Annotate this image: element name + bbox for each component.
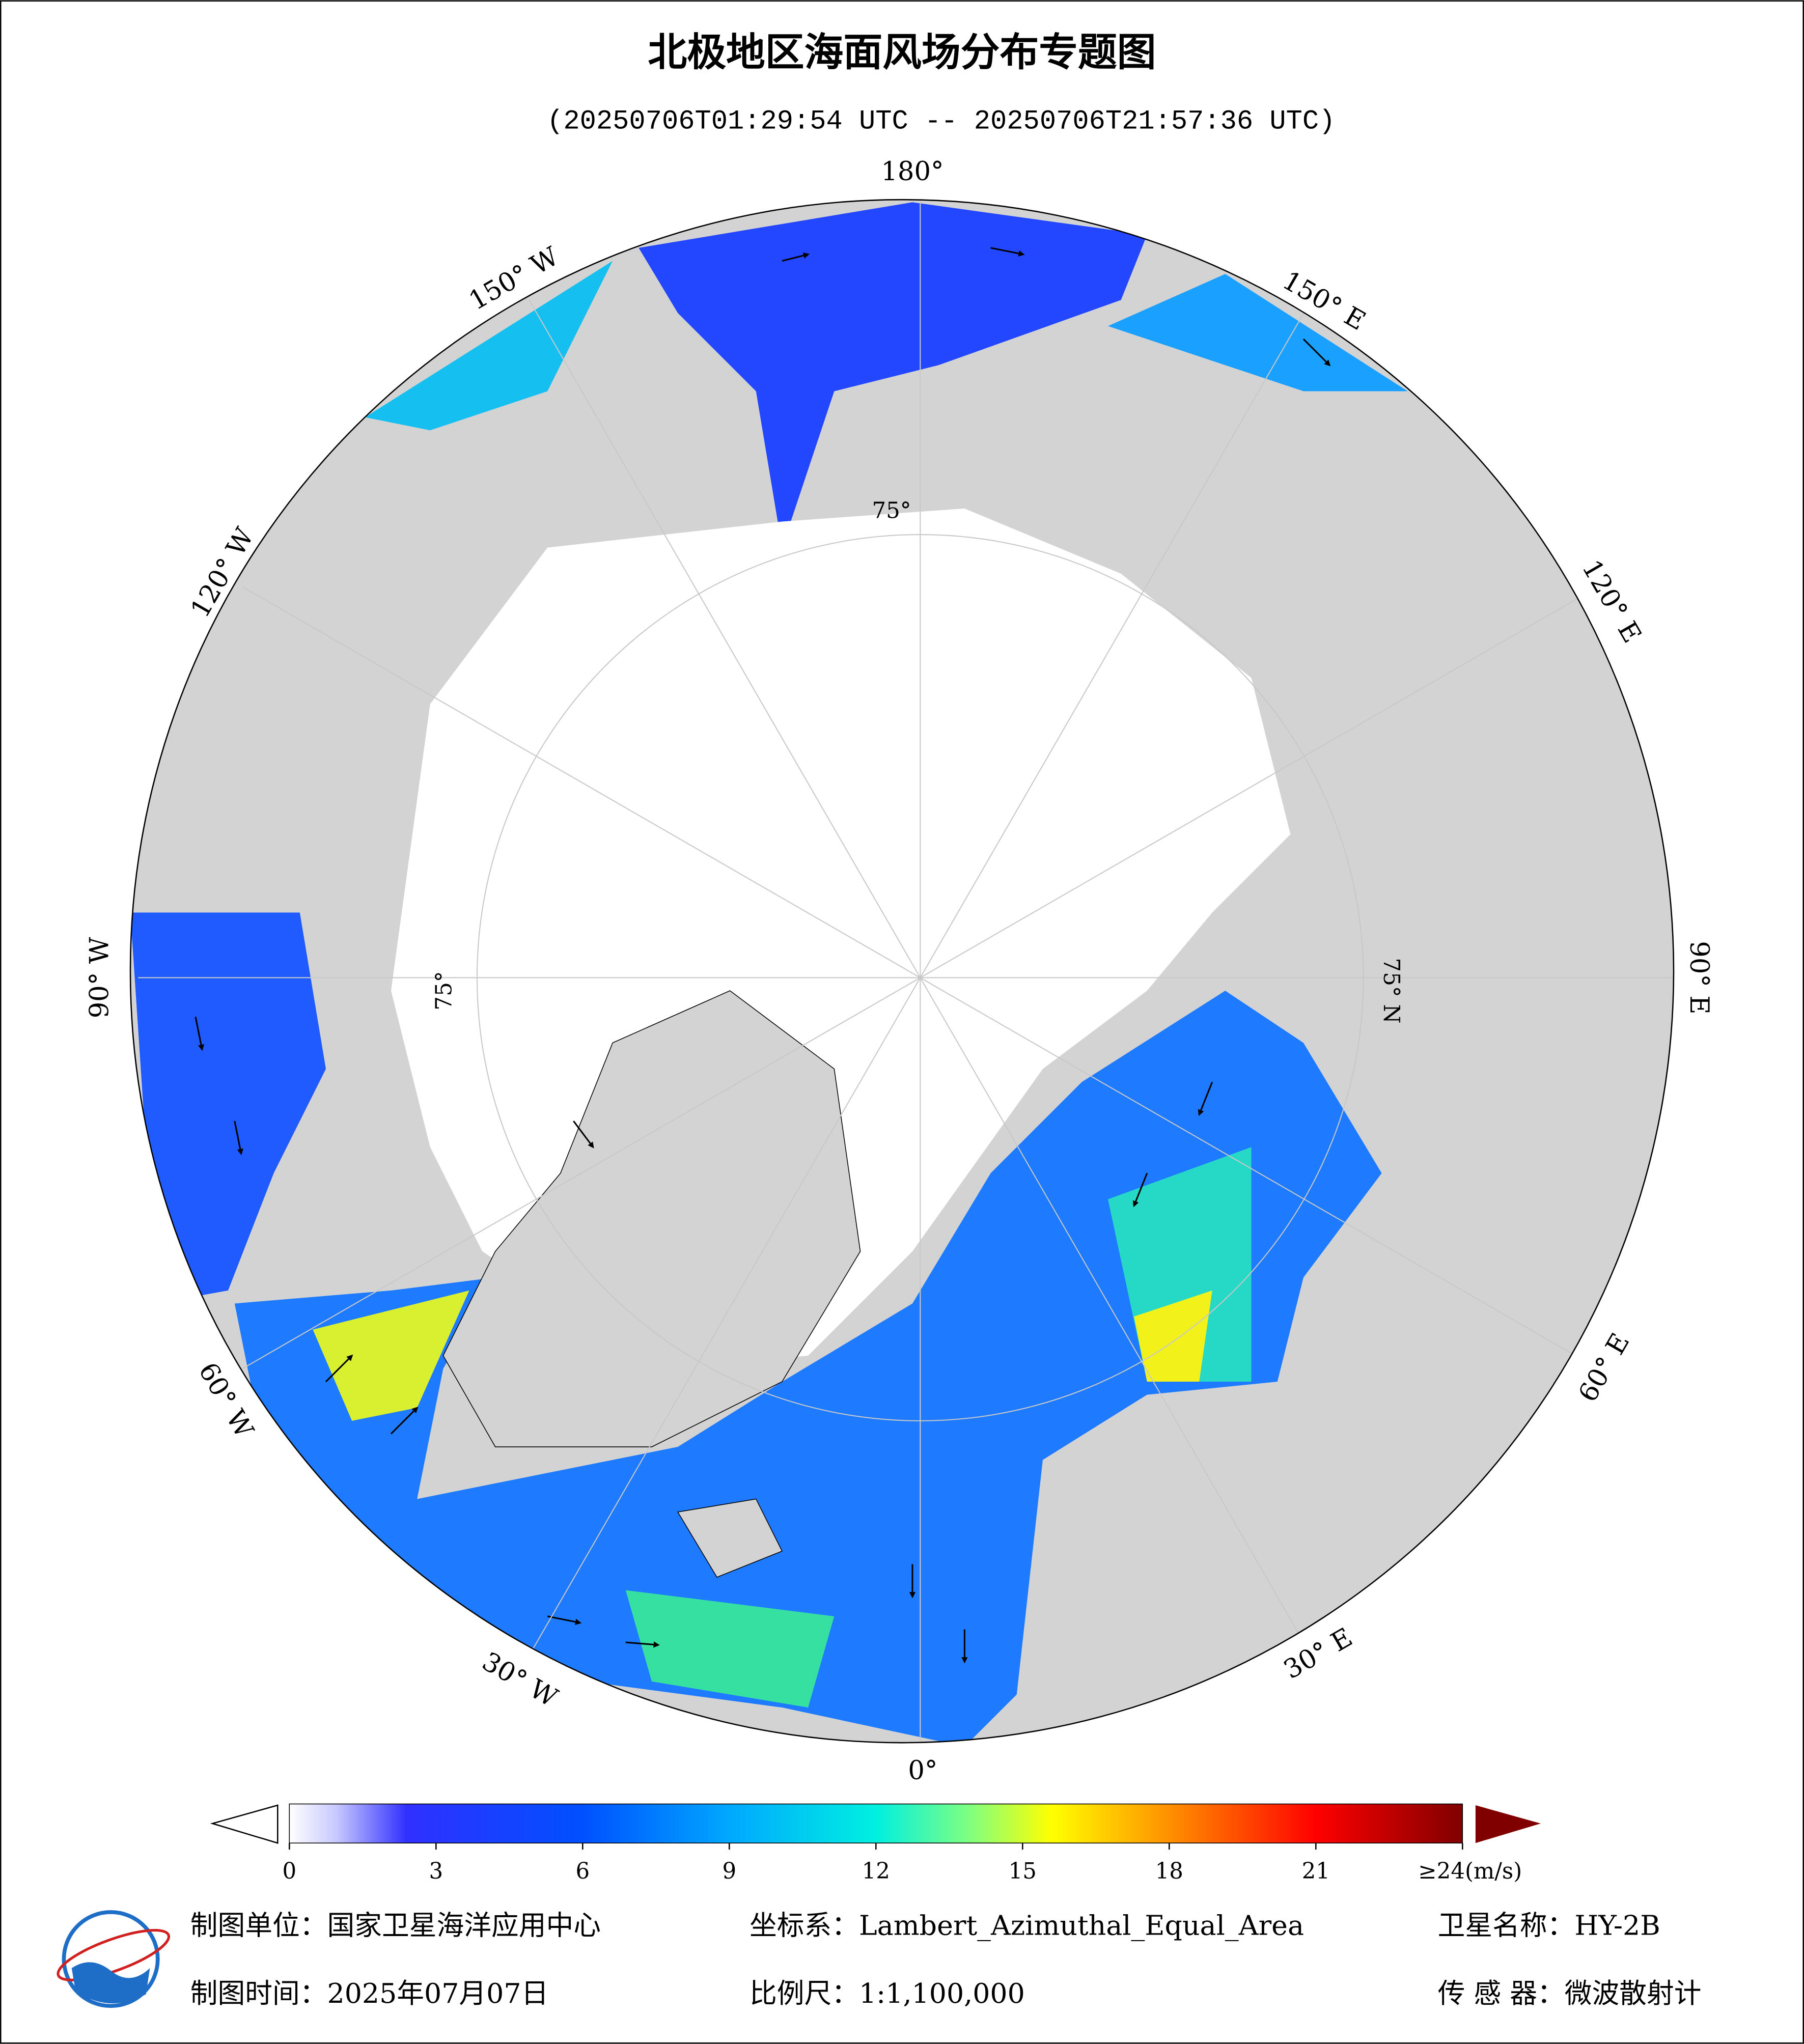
map-subtitle: (20250706T01:29:54 UTC -- 20250706T21:57… xyxy=(547,106,1335,137)
colorbar-under xyxy=(210,1804,279,1844)
wind-south xyxy=(625,1590,835,1708)
wind-hudson xyxy=(130,912,326,1304)
colorbar-tick-label: 0 xyxy=(282,1859,296,1884)
colorbar-tick-label: 15 xyxy=(1009,1859,1037,1884)
logo xyxy=(57,1910,171,2008)
meridian-label: 0° xyxy=(908,1755,937,1786)
meridian-label: 90° E xyxy=(1684,941,1714,1014)
footer-sensor: 传 感 器：微波散射计 xyxy=(1438,1977,1702,2009)
graticule xyxy=(138,200,1674,1743)
colorbar-tick-label: 12 xyxy=(862,1859,890,1884)
footer-date: 制图时间：2025年07月07日 xyxy=(190,1977,549,2009)
footer-crs: 坐标系：Lambert_Azimuthal_Equal_Area xyxy=(750,1910,1304,1942)
colorbar-tick-label: 21 xyxy=(1302,1859,1330,1884)
meridian-label: 90° W xyxy=(85,937,115,1018)
wind-pacific xyxy=(639,202,1147,548)
map-frame xyxy=(129,199,1675,1744)
meridian-label: 180° xyxy=(881,156,943,187)
colorbar: 0 3 6 9 12 15 18 21 ≥24(m/s) xyxy=(210,1803,1541,1884)
wind-okhotsk xyxy=(1107,274,1408,391)
wind-atlantic xyxy=(234,991,1382,1743)
footer-scale: 比例尺：1:1,100,000 xyxy=(750,1977,1025,2009)
map-body xyxy=(130,200,1674,1743)
colorbar-tick-label: ≥24(m/s) xyxy=(1418,1859,1522,1884)
latitude-label: 75° xyxy=(872,498,911,524)
wind-bering-west xyxy=(365,261,613,431)
latitude-label: 75° N xyxy=(1378,958,1404,1024)
latitude-labels: 75° 75° 75° N xyxy=(432,498,1404,1024)
colorbar-tick-label: 3 xyxy=(429,1859,443,1884)
footer-unit: 制图单位：国家卫星海洋应用中心 xyxy=(190,1910,601,1942)
colorbar-bar xyxy=(289,1803,1463,1844)
wind-arrows xyxy=(195,247,1331,1664)
wind-high-labrador xyxy=(313,1290,469,1421)
iceland xyxy=(677,1498,783,1578)
footer: 制图单位：国家卫星海洋应用中心 坐标系：Lambert_Azimuthal_Eq… xyxy=(190,1910,1702,2009)
footer-satellite: 卫星名称：HY-2B xyxy=(1438,1910,1660,1942)
map-title: 北极地区海面风场分布专题图 xyxy=(648,30,1156,75)
colorbar-tick-label: 6 xyxy=(575,1859,590,1884)
colorbar-over xyxy=(1475,1805,1541,1843)
greenland xyxy=(442,990,861,1447)
colorbar-tick-label: 9 xyxy=(722,1859,736,1884)
latitude-label: 75° xyxy=(432,971,457,1011)
wind-high-barents xyxy=(1134,1290,1212,1382)
colorbar-tick-label: 18 xyxy=(1155,1859,1183,1884)
